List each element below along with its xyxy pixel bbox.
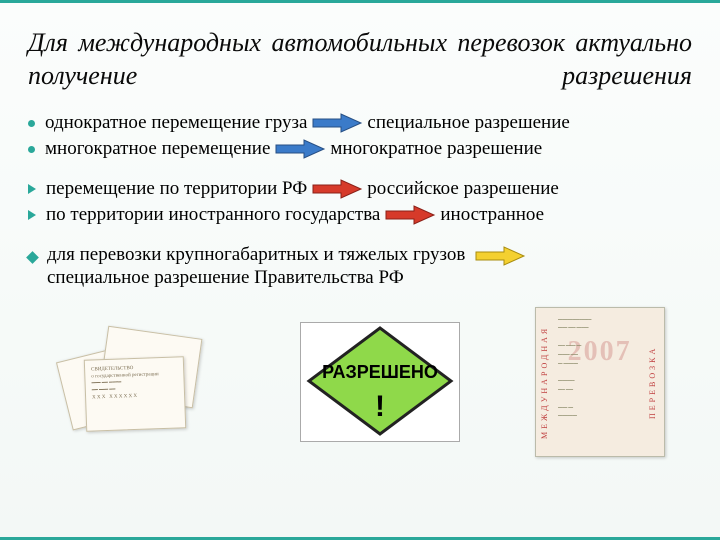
arrow-icon bbox=[274, 138, 326, 160]
row-left-text: однократное перемещение груза bbox=[45, 112, 307, 134]
final-note: для перевозки крупногабаритных и тяжелых… bbox=[28, 244, 692, 289]
arrow-icon bbox=[384, 204, 436, 226]
arrow-icon bbox=[474, 245, 526, 267]
slide: Для международных автомобильных перевозо… bbox=[0, 0, 720, 540]
cert-left-text: МЕЖДУНАРОДНАЯ bbox=[540, 318, 552, 446]
row-left-text: по территории иностранного государства bbox=[46, 204, 380, 226]
documents-pile-image: СВИДЕТЕЛЬСТВОо государственной регистрац… bbox=[55, 322, 225, 442]
group-red-arrows: перемещение по территории РФ российское … bbox=[28, 178, 692, 226]
arrow-icon bbox=[311, 178, 363, 200]
row-rf-territory: перемещение по территории РФ российское … bbox=[28, 178, 692, 200]
row-foreign-territory: по территории иностранного государства и… bbox=[28, 204, 692, 226]
certificate-image: МЕЖДУНАРОДНАЯ ПЕРЕВОЗКА 2007 ━━━━━━━━━━━… bbox=[535, 307, 665, 457]
svg-text:!: ! bbox=[375, 390, 385, 423]
sign-text: РАЗРЕШЕНО bbox=[322, 362, 438, 382]
image-row: СВИДЕТЕЛЬСТВОо государственной регистрац… bbox=[28, 307, 692, 457]
row-single-move: однократное перемещение груза специально… bbox=[28, 112, 692, 134]
row-multi-move: многократное перемещение многократное ра… bbox=[28, 138, 692, 160]
final-pre-text: для перевозки крупногабаритных и тяжелых… bbox=[47, 244, 465, 265]
cert-right-text: ПЕРЕВОЗКА bbox=[648, 318, 660, 446]
arrow-icon bbox=[311, 112, 363, 134]
final-post-text: специальное разрешение Правительства РФ bbox=[47, 267, 404, 288]
group-blue-arrows: однократное перемещение груза специально… bbox=[28, 112, 692, 160]
bullet-icon bbox=[28, 120, 35, 127]
row-left-text: многократное перемещение bbox=[45, 138, 270, 160]
chevron-icon bbox=[28, 184, 36, 194]
row-right-text: российское разрешение bbox=[367, 178, 559, 200]
permit-sign-image: РАЗРЕШЕНО ! bbox=[300, 322, 460, 442]
row-left-text: перемещение по территории РФ bbox=[46, 178, 307, 200]
chevron-icon bbox=[28, 210, 36, 220]
row-right-text: специальное разрешение bbox=[367, 112, 569, 134]
diamond-icon bbox=[26, 251, 39, 264]
row-right-text: многократное разрешение bbox=[330, 138, 542, 160]
row-right-text: иностранное bbox=[440, 204, 544, 226]
bullet-icon bbox=[28, 146, 35, 153]
slide-title: Для международных автомобильных перевозо… bbox=[28, 27, 692, 92]
